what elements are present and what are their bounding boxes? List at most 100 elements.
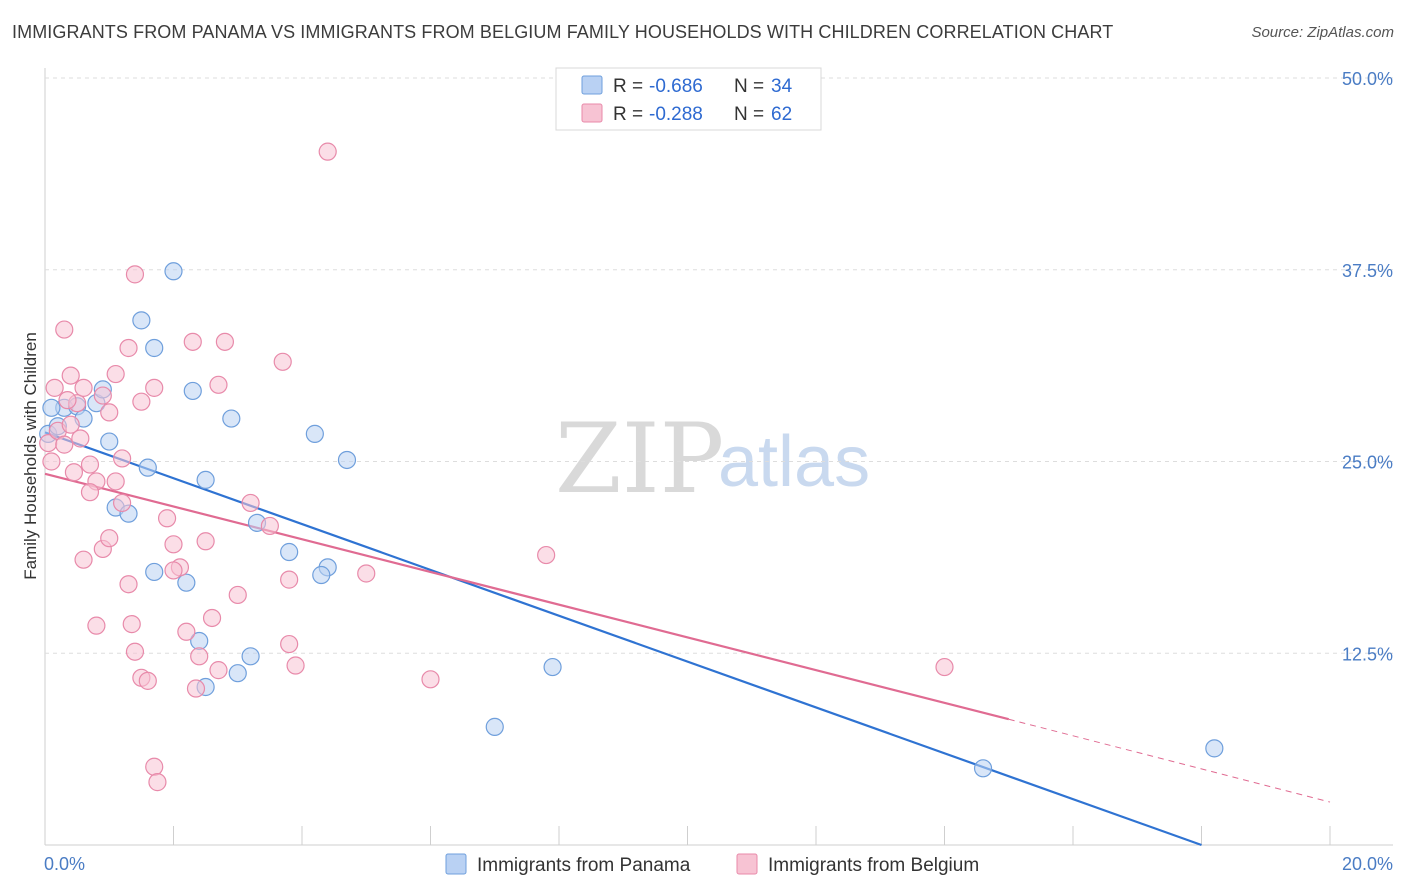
belgium-point (421, 670, 440, 689)
belgium-point (280, 634, 299, 654)
belgium-point (183, 332, 202, 351)
panama-trend-line (44, 431, 1202, 847)
chart-title: IMMIGRANTS FROM PANAMA VS IMMIGRANTS FRO… (12, 22, 1114, 42)
y-tick-label: 12.5% (1342, 644, 1393, 664)
bottom-legend-swatch-panama (445, 853, 467, 875)
y-tick-label-layer: 12.5% 25.0% 37.5% 50.0% (1342, 69, 1393, 664)
belgium-point (260, 516, 279, 536)
panama-point (183, 381, 202, 401)
bottom-legend: Immigrants from Panama Immigrants from B… (445, 853, 979, 876)
y-axis-title: Family Households with Children (21, 332, 40, 580)
grid-layer (45, 77, 1393, 654)
belgium-point (357, 564, 376, 583)
belgium-point (318, 142, 337, 161)
panama-point (164, 262, 183, 281)
panama-point (138, 458, 157, 477)
panama-point (305, 424, 324, 443)
belgium-point (87, 616, 106, 635)
belgium-point (215, 332, 234, 351)
belgium-point (935, 657, 954, 677)
belgium-point (190, 647, 209, 666)
point-layer (39, 142, 1224, 792)
panama-point (241, 647, 260, 666)
belgium-point (138, 671, 157, 690)
belgium-point (202, 608, 222, 628)
source-credit: Source: ZipAtlas.com (1251, 24, 1394, 41)
belgium-point (119, 575, 138, 594)
belgium-point (286, 656, 305, 675)
belgium-point (112, 449, 132, 468)
panama-point (196, 470, 215, 490)
belgium-point (186, 679, 206, 698)
panama-point (42, 398, 61, 417)
panama-point (973, 759, 993, 778)
belgium-point (61, 415, 80, 434)
belgium-point (196, 532, 215, 551)
x-tick-label-min: 0.0% (44, 854, 85, 874)
bottom-legend-label-belgium: Immigrants from Belgium (768, 855, 979, 876)
legend-n-label-panama: N = (734, 76, 764, 97)
panama-point (145, 338, 164, 358)
belgium-point (209, 375, 228, 394)
panama-point (145, 562, 164, 582)
belgium-point (280, 570, 299, 589)
legend-r-value-belgium: -0.288 (649, 104, 703, 125)
legend-r-label-panama: R = (613, 76, 643, 97)
belgium-point (157, 509, 177, 528)
panama-point (543, 657, 562, 677)
belgium-point (145, 378, 164, 397)
legend-swatch-belgium (581, 103, 603, 123)
belgium-point (106, 472, 125, 491)
watermark-zip: ZIP (555, 403, 724, 515)
x-tick-label-max: 20.0% (1342, 854, 1393, 874)
bottom-legend-label-panama: Immigrants from Panama (477, 855, 691, 876)
belgium-point (122, 615, 141, 634)
belgium-point (177, 622, 196, 641)
bottom-legend-swatch-belgium (736, 853, 758, 875)
belgium-point (100, 529, 119, 548)
belgium-point (74, 550, 93, 569)
belgium-point (164, 535, 183, 554)
belgium-point (228, 585, 247, 605)
belgium-point (125, 642, 145, 661)
legend-n-value-belgium: 62 (771, 104, 792, 125)
belgium-trend-extension (1008, 718, 1331, 803)
belgium-point (132, 392, 151, 411)
belgium-point (64, 463, 84, 482)
panama-point (177, 573, 196, 592)
belgium-point (45, 378, 64, 397)
belgium-point (273, 352, 292, 371)
legend-box: R = -0.686 N = 34 R = -0.288 N = 62 (555, 67, 822, 131)
legend-n-value-panama: 34 (771, 76, 793, 97)
belgium-point (148, 773, 167, 792)
x-tick-layer (173, 826, 1331, 845)
belgium-point (112, 493, 132, 513)
panama-point (228, 664, 247, 683)
belgium-point (145, 757, 164, 776)
belgium-point (74, 378, 93, 397)
panama-point (337, 450, 357, 470)
legend-r-value-panama: -0.686 (649, 76, 703, 97)
belgium-point (71, 429, 90, 448)
belgium-point (55, 320, 74, 339)
belgium-point (80, 483, 100, 502)
belgium-point (100, 403, 119, 422)
panama-point (100, 432, 119, 451)
y-tick-label: 25.0% (1342, 453, 1393, 473)
belgium-point (125, 265, 145, 284)
panama-point (280, 542, 299, 562)
belgium-point (93, 386, 112, 405)
belgium-trend-line (44, 472, 1010, 721)
y-tick-label: 50.0% (1342, 69, 1393, 89)
belgium-point (106, 364, 125, 384)
panama-point (1205, 739, 1224, 758)
panama-point (485, 717, 504, 736)
legend-n-label-belgium: N = (734, 104, 764, 125)
belgium-point (42, 452, 61, 471)
trend-layer (44, 431, 1331, 847)
legend-swatch-panama (581, 75, 603, 95)
panama-point (222, 409, 241, 428)
belgium-point (58, 391, 77, 410)
legend-r-label-belgium: R = (613, 104, 643, 125)
